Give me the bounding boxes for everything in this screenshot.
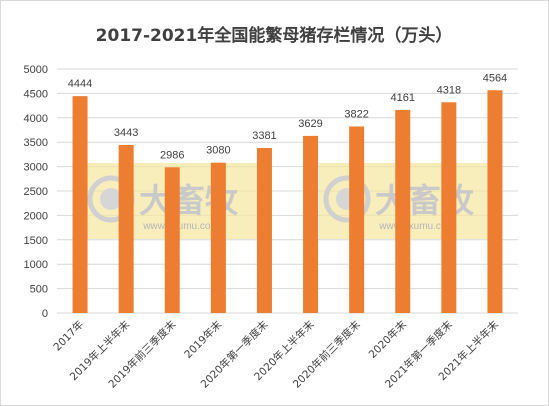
data-label: 4161 [391,92,415,104]
data-label: 4564 [483,72,507,84]
y-tick-label: 5000 [24,64,48,76]
data-label: 3381 [252,130,276,142]
chart-title: 2017-2021年全国能繁母猪存栏情况（万头） [96,25,453,46]
watermark-text: 大畜牧 [375,181,475,220]
watermark-url: www.dxumu.com [378,221,455,232]
y-tick-label: 2000 [24,210,48,222]
y-tick-label: 4000 [24,113,48,125]
bar [487,90,503,314]
bars [72,90,503,314]
y-tick-label: 1500 [24,235,48,247]
bar [118,144,134,313]
data-label: 4318 [437,84,461,96]
data-labels: 4444 3443 2986 3080 3381 3629 3822 4161 4318 4564 [68,72,507,161]
watermark-logo-dot [100,188,122,210]
data-label: 3443 [114,127,138,139]
data-label: 2986 [160,149,184,161]
data-label: 3080 [206,145,230,157]
bar [303,135,319,313]
y-tick-label: 4500 [24,88,48,100]
x-tick-label: 2017年 [51,318,87,354]
y-axis-labels: 0 500 1000 1500 2000 2500 3000 3500 4000 4500 5000 [24,64,48,320]
watermark-url: www.dxumu.com [142,221,219,232]
x-tick-label: 2020年末 [366,318,409,361]
y-tick-label: 2500 [24,186,48,198]
bar [441,102,457,313]
y-tick-label: 3000 [24,162,48,174]
bar [256,148,272,313]
y-tick-label: 1000 [24,259,48,271]
bar [72,96,88,313]
y-tick-label: 0 [42,308,48,320]
y-tick-label: 500 [30,284,48,296]
bar [210,162,226,313]
bar [349,126,365,314]
data-label: 4444 [68,78,92,90]
data-label: 3629 [298,118,322,130]
bar [164,167,180,313]
data-label: 3822 [344,108,368,120]
bar [395,109,411,313]
x-tick-label: 2019年末 [182,318,225,361]
y-tick-label: 3500 [24,137,48,149]
watermark-logo-icon [323,175,371,223]
